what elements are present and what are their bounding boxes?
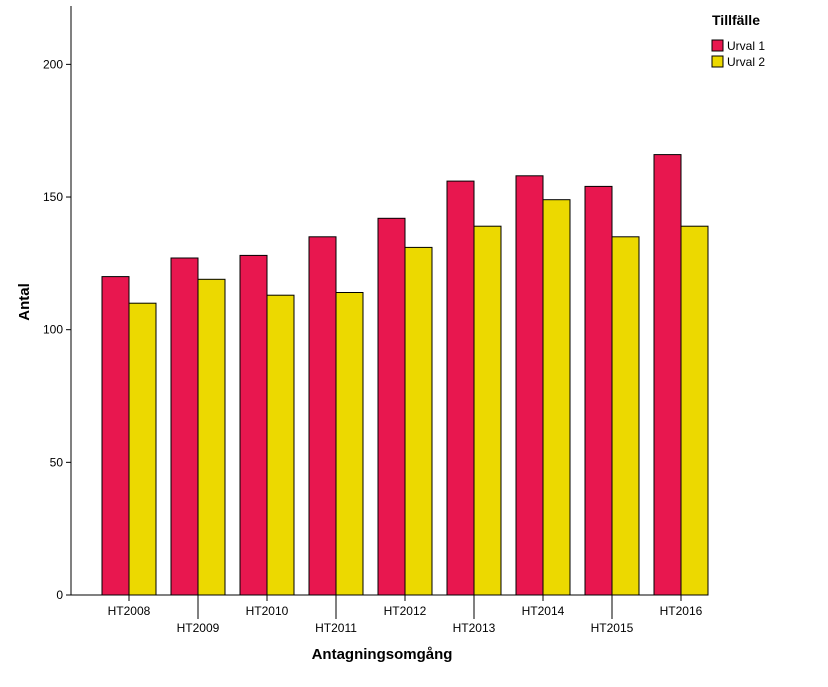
x-tick-label-HT2012: HT2012 [384, 604, 427, 618]
bar-HT2015-urval-1 [584, 185, 613, 596]
bar-HT2012-urval-1 [377, 217, 406, 596]
x-tick-label-HT2015: HT2015 [591, 621, 634, 635]
x-axis-title: Antagningsomgång [312, 646, 453, 663]
legend-swatch-urval-2 [711, 55, 724, 68]
y-ticks-group: 0 50 100 150 200 [43, 57, 71, 602]
bar-HT2016-urval-2 [680, 225, 709, 596]
bars-group [101, 154, 709, 596]
x-tick-label-HT2013: HT2013 [453, 621, 496, 635]
bar-HT2014-urval-1 [515, 175, 544, 596]
x-tick-label-HT2008: HT2008 [108, 604, 151, 618]
bar-HT2008-urval-1 [101, 276, 130, 596]
legend-title: Tillfälle [712, 12, 760, 28]
legend-label-urval-1: Urval 1 [727, 39, 765, 53]
y-axis-title: Antal [16, 283, 33, 321]
bar-HT2008-urval-2 [128, 302, 157, 596]
legend-swatch-urval-1 [711, 39, 724, 52]
y-tick-label: 0 [56, 588, 63, 602]
x-tick-label-HT2010: HT2010 [246, 604, 289, 618]
bar-HT2015-urval-2 [611, 236, 640, 596]
bar-HT2009-urval-2 [197, 278, 226, 596]
x-tick-label-HT2009: HT2009 [177, 621, 220, 635]
legend-label-urval-2: Urval 2 [727, 55, 765, 69]
legend-items: Urval 1 Urval 2 [711, 39, 765, 69]
x-tick-label-HT2016: HT2016 [660, 604, 703, 618]
bar-HT2013-urval-2 [473, 225, 502, 596]
bar-HT2011-urval-1 [308, 236, 337, 596]
bar-HT2011-urval-2 [335, 292, 364, 596]
y-tick-label: 50 [50, 455, 64, 469]
bar-HT2016-urval-1 [653, 154, 682, 596]
bar-HT2010-urval-1 [239, 254, 268, 596]
bar-HT2010-urval-2 [266, 294, 295, 596]
legend: Tillfälle Urval 1 Urval 2 [711, 12, 765, 69]
bar-HT2009-urval-1 [170, 257, 199, 596]
bar-HT2014-urval-2 [542, 199, 571, 596]
x-ticks-group: HT2008 HT2009 HT2010 HT2011 HT2012 HT2013 HT20… [108, 595, 703, 635]
y-tick-label: 100 [43, 323, 63, 337]
bar-HT2012-urval-2 [404, 246, 433, 596]
bar-HT2013-urval-1 [446, 180, 475, 596]
y-tick-label: 150 [43, 190, 63, 204]
y-tick-label: 200 [43, 57, 63, 71]
x-tick-label-HT2014: HT2014 [522, 604, 565, 618]
x-tick-label-HT2011: HT2011 [315, 621, 357, 635]
